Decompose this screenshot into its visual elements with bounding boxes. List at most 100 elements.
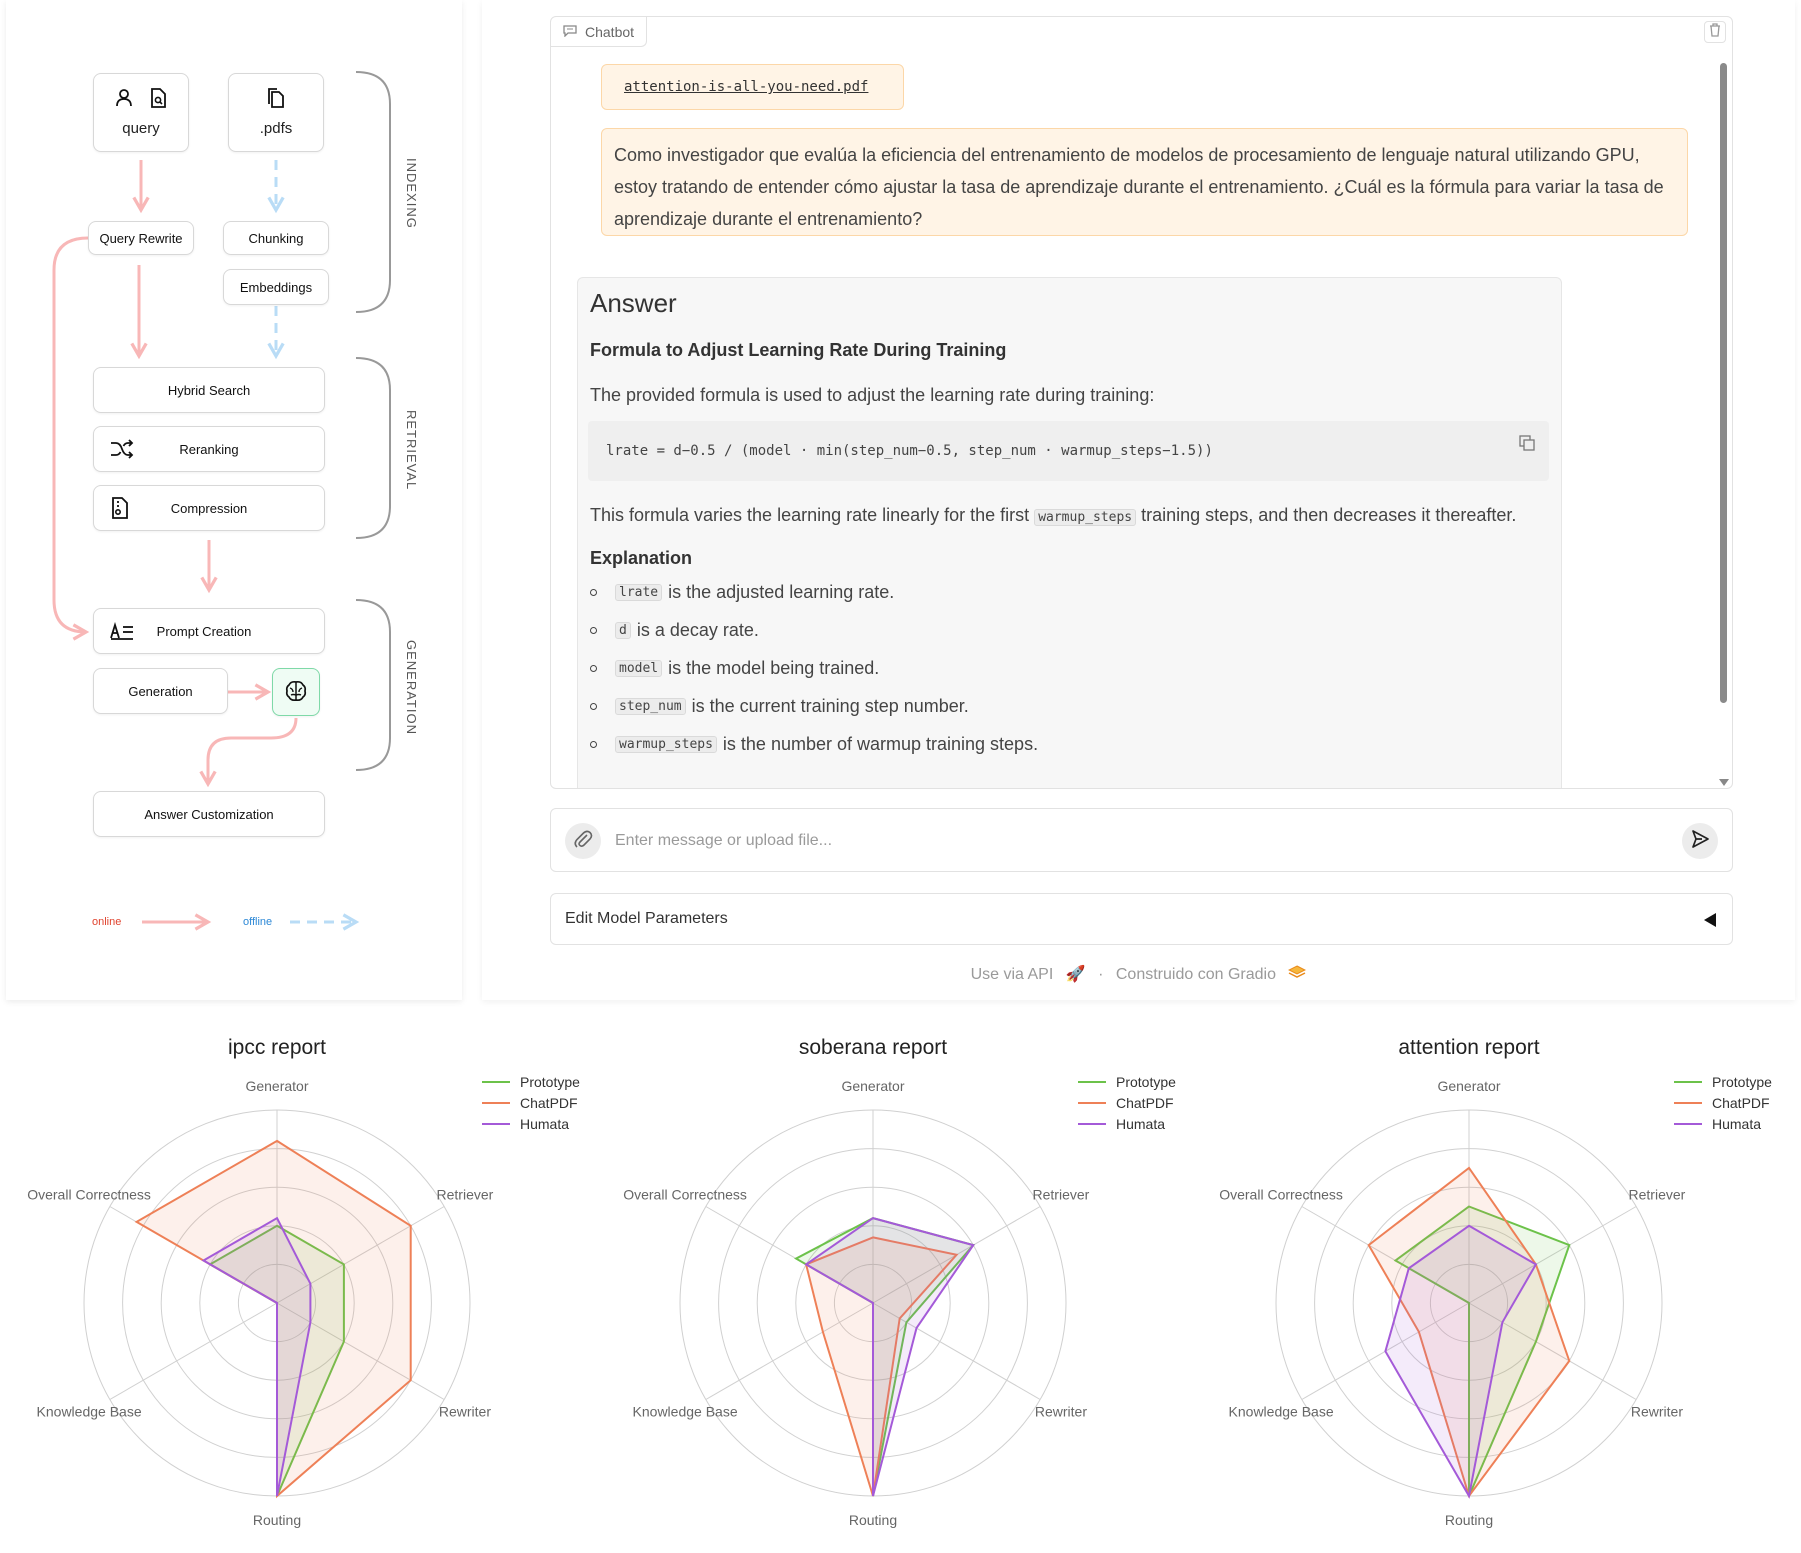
- embeddings-label: Embeddings: [239, 279, 313, 295]
- answer-customization-node: Answer Customization: [93, 791, 325, 837]
- legend-online-label: online: [92, 916, 122, 928]
- radar-axis-label: Routing: [253, 1512, 301, 1528]
- radar-axis-label: Knowledge Base: [37, 1404, 142, 1420]
- radar-axis-label: Retriever: [1033, 1187, 1090, 1203]
- trash-icon: [1709, 22, 1721, 42]
- explanation-heading: Explanation: [590, 548, 693, 568]
- radar-axis-label: Overall Correctness: [27, 1187, 151, 1203]
- scroll-down-arrow-icon[interactable]: [1719, 779, 1729, 786]
- paperclip-icon: [573, 829, 593, 854]
- legend-entry[interactable]: Humata: [520, 1116, 569, 1132]
- message-input[interactable]: [615, 823, 1635, 859]
- legend-entry[interactable]: Humata: [1116, 1116, 1165, 1132]
- user-file-message: attention-is-all-you-need.pdf: [601, 64, 904, 110]
- formula-code: lrate = d−0.5 / (model · min(step_num−0.…: [606, 443, 1213, 459]
- answer-customization-label: Answer Customization: [144, 806, 274, 822]
- chat-scrollbar-thumb[interactable]: [1720, 63, 1727, 703]
- file-archive-icon: [110, 497, 130, 519]
- pipeline-arrows: [52, 71, 391, 931]
- explanation-item-text: is the current training step number.: [691, 696, 969, 716]
- explanation-item-code: model: [615, 660, 663, 677]
- chat-bubble-icon: [563, 24, 577, 40]
- legend-entry[interactable]: Prototype: [1712, 1074, 1772, 1090]
- radar-series-humata: [201, 1216, 312, 1497]
- reranking-node: Reranking: [93, 426, 325, 472]
- legend-entry[interactable]: ChatPDF: [1712, 1095, 1770, 1111]
- generation-node: Generation: [93, 668, 228, 714]
- chat-scrollbar[interactable]: [1718, 45, 1729, 788]
- radar-axis-line: [705, 1302, 874, 1400]
- files-icon: [266, 88, 286, 112]
- brace-retrieval: [355, 357, 391, 539]
- use-via-api-link[interactable]: Use via API: [970, 966, 1054, 983]
- footer: Use via API 🚀 · Construido con Gradio: [482, 964, 1795, 984]
- radar-chart: soberana report Generator Retriever Rewrite…: [596, 1010, 1192, 1550]
- clear-chat-button[interactable]: [1704, 21, 1726, 43]
- caret-left-icon[interactable]: [1704, 913, 1716, 927]
- send-button[interactable]: [1682, 823, 1718, 859]
- chunking-label: Chunking: [248, 230, 304, 246]
- pipeline-diagram: query .pdfs Query Rewrite Chunking Embed…: [6, 0, 462, 1000]
- legend-entry[interactable]: Prototype: [1116, 1074, 1176, 1090]
- radar-charts: ipcc report Generator Retriever Rewriter Rou…: [0, 1010, 1801, 1550]
- reranking-label: Reranking: [179, 441, 239, 457]
- shuffle-icon: [110, 439, 134, 459]
- attach-file-button[interactable]: [565, 823, 601, 859]
- gradio-logo-icon: [1288, 965, 1307, 983]
- embeddings-node: Embeddings: [223, 269, 329, 305]
- copy-icon[interactable]: [1519, 435, 1535, 455]
- radar-chart: ipcc report Generator Retriever Rewriter Rou…: [0, 1010, 596, 1550]
- radar-axis-label: Rewriter: [1035, 1404, 1087, 1420]
- radar-axis-label: Rewriter: [1631, 1404, 1683, 1420]
- radar-axis-label: Routing: [849, 1512, 897, 1528]
- brain-icon: [284, 679, 308, 706]
- llm-node: [272, 668, 320, 716]
- radar-axis-label: Knowledge Base: [1229, 1404, 1334, 1420]
- radar-series-humata: [1384, 1224, 1538, 1499]
- user-icon: [114, 88, 134, 112]
- radar-axis-label: Routing: [1445, 1512, 1493, 1528]
- compression-label: Compression: [170, 500, 248, 516]
- radar-axis-label: Generator: [841, 1078, 904, 1094]
- legend-entry[interactable]: Prototype: [520, 1074, 580, 1090]
- answer-varies-code: warmup_steps: [1034, 509, 1137, 526]
- radar-series-humata: [804, 1217, 975, 1497]
- chunking-node: Chunking: [223, 221, 329, 255]
- legend-offline-label: offline: [243, 916, 273, 928]
- prompt-creation-label: Prompt Creation: [156, 623, 252, 639]
- built-with-gradio-link[interactable]: Construido con Gradio: [1115, 966, 1276, 983]
- send-icon: [1690, 829, 1710, 854]
- pdfs-label: .pdfs: [259, 120, 293, 137]
- explanation-item-text: is the model being trained.: [668, 658, 880, 678]
- uploaded-file-link[interactable]: attention-is-all-you-need.pdf: [624, 79, 869, 95]
- edit-model-parameters-accordion[interactable]: Edit Model Parameters: [550, 893, 1733, 945]
- radar-axis-line: [1468, 1206, 1637, 1304]
- radar-axis-line: [276, 1206, 445, 1304]
- pdfs-node: .pdfs: [228, 73, 324, 152]
- radar-axis-line: [1468, 1302, 1637, 1400]
- legend-entry[interactable]: ChatPDF: [1116, 1095, 1174, 1111]
- explanation-item: d is a decay rate.: [590, 620, 759, 641]
- radar-axis-line: [276, 1302, 445, 1400]
- message-input-bar: [550, 808, 1733, 872]
- explanation-item: model is the model being trained.: [590, 658, 879, 679]
- stage-label-indexing: INDEXING: [404, 158, 419, 229]
- answer-intro: The provided formula is used to adjust t…: [590, 385, 1155, 405]
- formula-code-block: lrate = d−0.5 / (model · min(step_num−0.…: [588, 421, 1549, 481]
- answer-varies-prefix: This formula varies the learning rate li…: [590, 505, 1030, 525]
- legend-entry[interactable]: Humata: [1712, 1116, 1761, 1132]
- answer-subheading: Formula to Adjust Learning Rate During T…: [590, 340, 1007, 360]
- legend-entry[interactable]: ChatPDF: [520, 1095, 578, 1111]
- radar-axis-label: Overall Correctness: [623, 1187, 747, 1203]
- hybrid-search-node: Hybrid Search: [93, 367, 325, 413]
- explanation-item-code: warmup_steps: [615, 736, 717, 753]
- radar-title: attention report: [1398, 1036, 1539, 1059]
- radar-axis-label: Retriever: [437, 1187, 494, 1203]
- bot-answer-message: Answer Formula to Adjust Learning Rate D…: [577, 277, 1562, 788]
- compression-node: Compression: [93, 485, 325, 531]
- prompt-creation-node: Prompt Creation: [93, 608, 325, 654]
- explanation-item-text: is a decay rate.: [636, 620, 759, 640]
- rocket-icon: 🚀: [1065, 966, 1086, 983]
- chatbot-tab-label: Chatbot: [585, 23, 635, 40]
- radar-axis-label: Retriever: [1629, 1187, 1686, 1203]
